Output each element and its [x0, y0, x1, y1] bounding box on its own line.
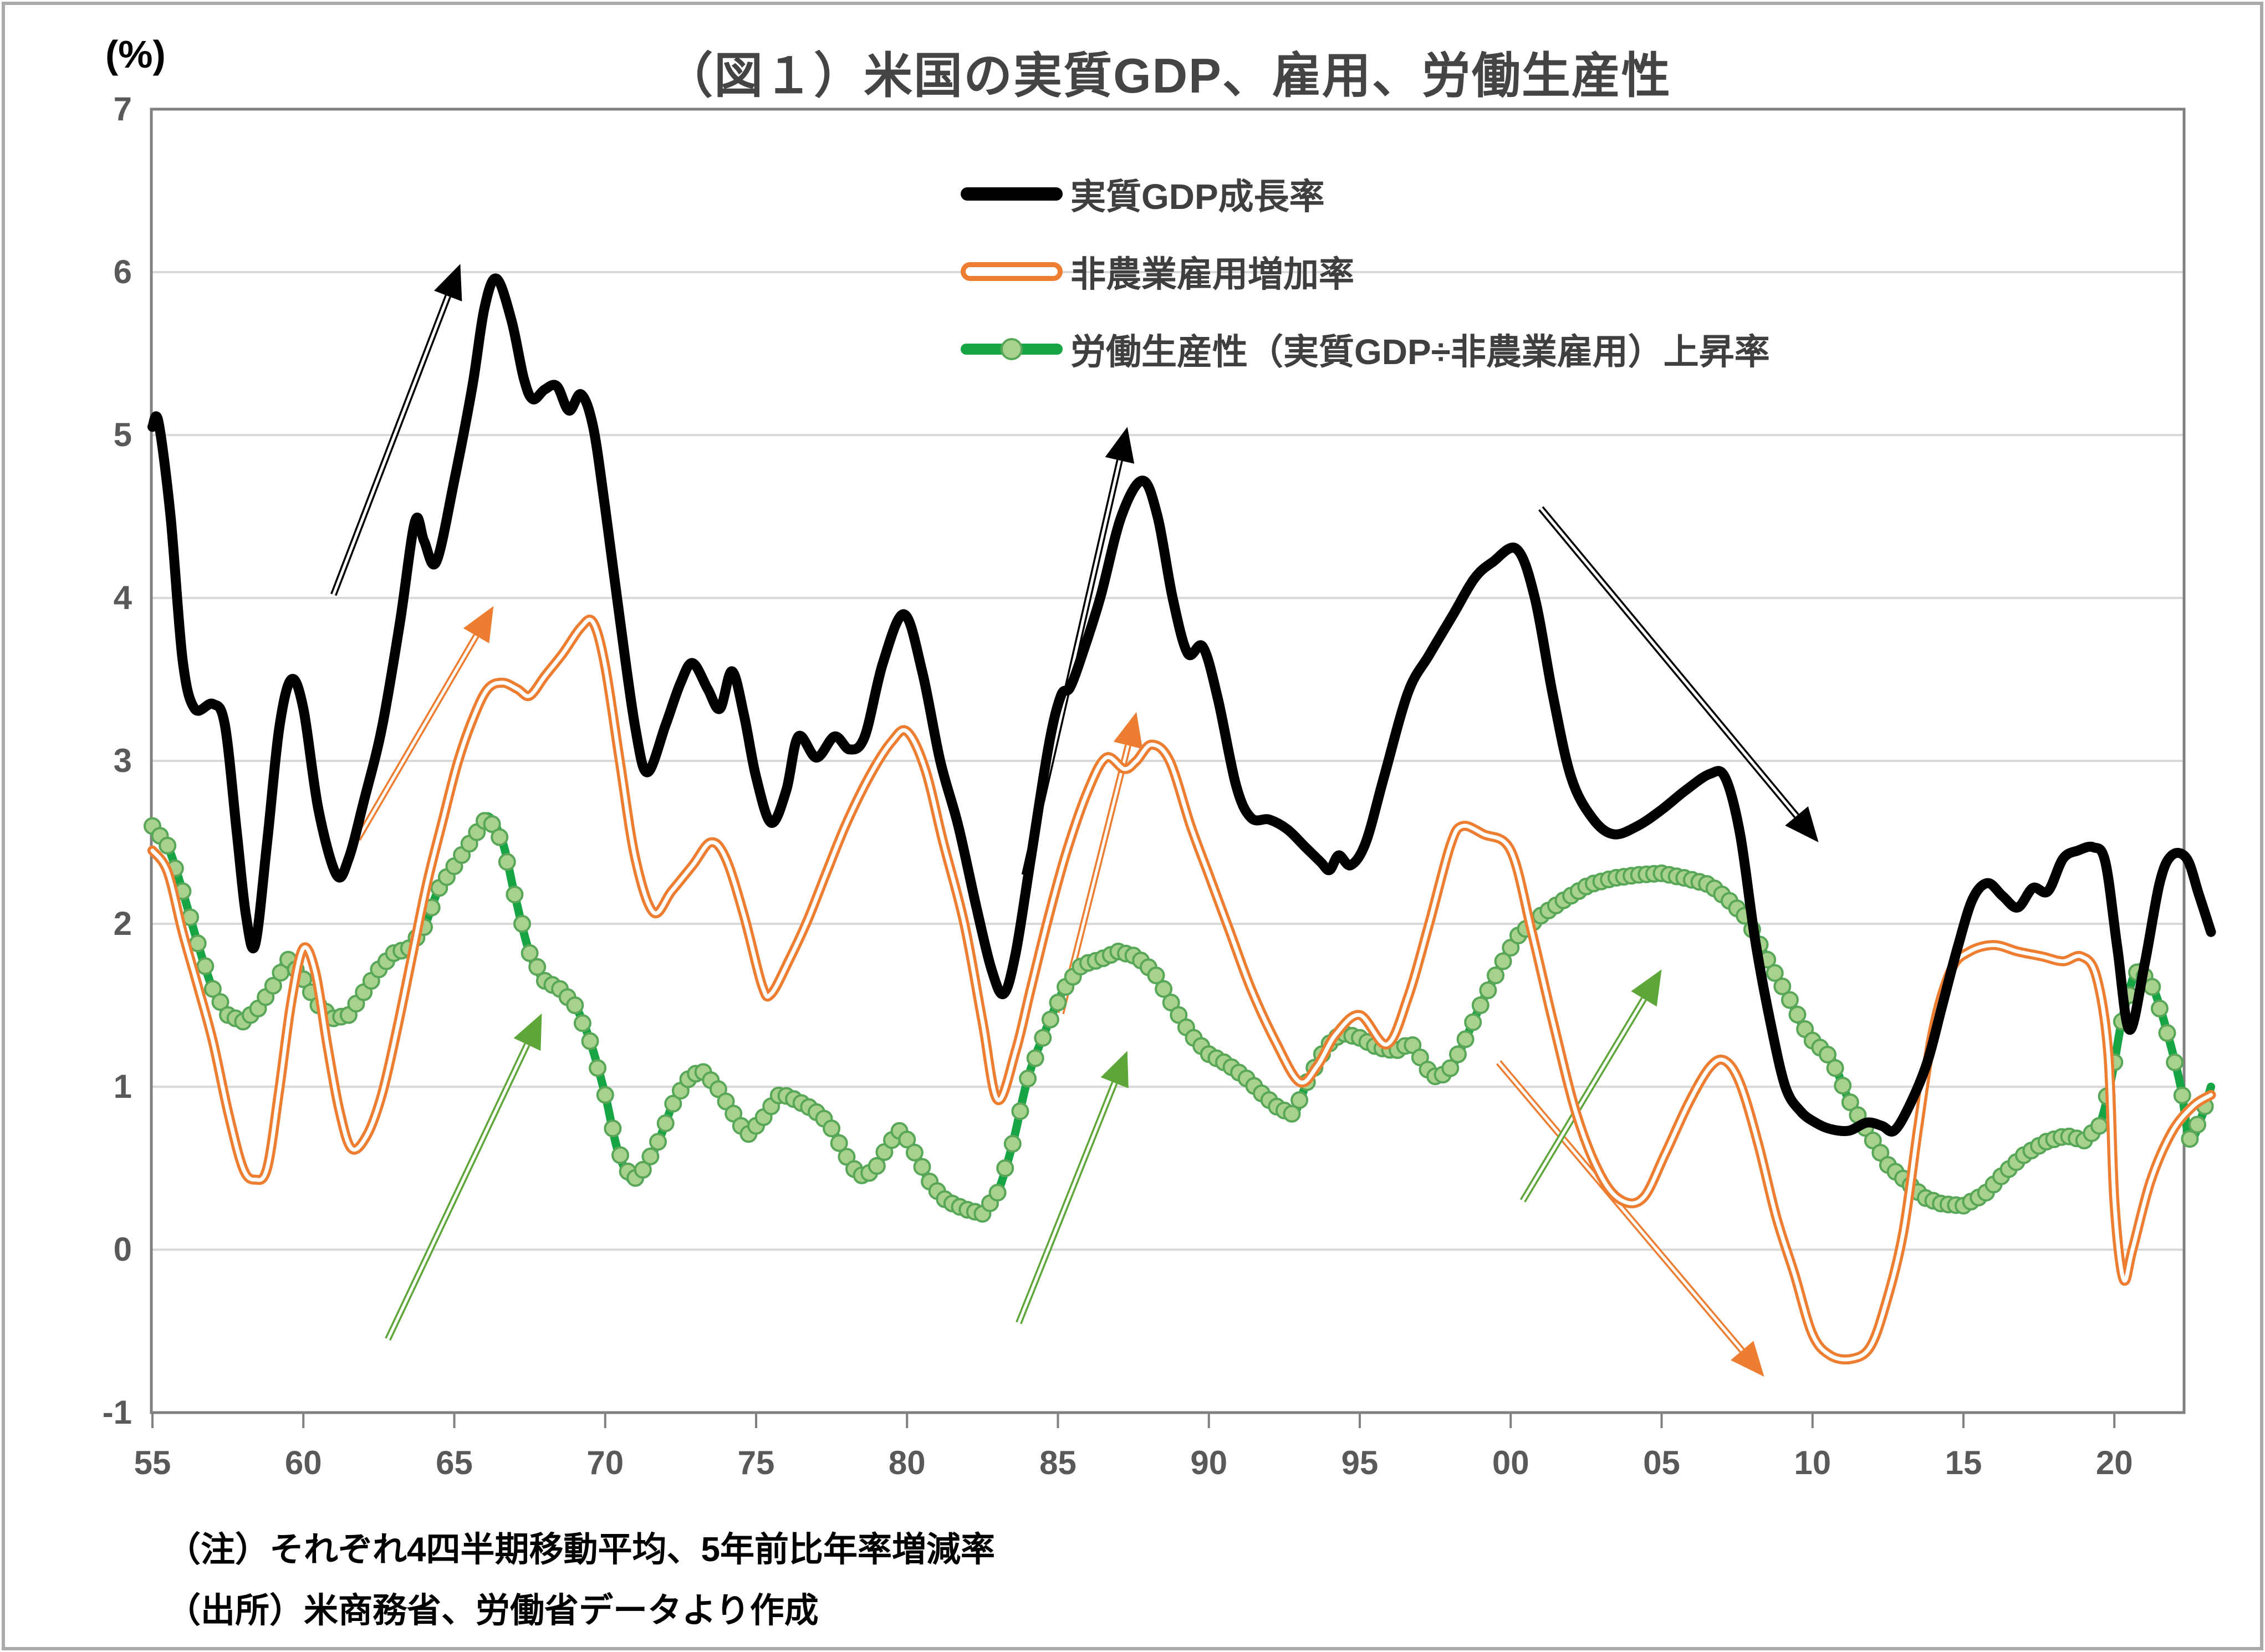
- legend-item-productivity: 労働生産性（実質GDP÷非農業雇用）上昇率: [961, 321, 1770, 377]
- svg-text:65: 65: [436, 1444, 473, 1481]
- svg-text:95: 95: [1341, 1444, 1379, 1481]
- svg-text:15: 15: [1945, 1444, 1982, 1481]
- svg-text:05: 05: [1643, 1444, 1680, 1481]
- svg-text:85: 85: [1039, 1444, 1077, 1481]
- footnotes: （注）それぞれ4四半期移動平均、5年前比年率増減率 （出所）米商務省、労働省デー…: [166, 1520, 995, 1642]
- legend-label-employment: 非農業雇用増加率: [1070, 254, 1354, 294]
- series-productivity: [144, 812, 2215, 1223]
- svg-text:0: 0: [114, 1231, 132, 1268]
- legend-item-employment: 非農業雇用増加率: [961, 244, 1770, 299]
- svg-text:20: 20: [2096, 1444, 2133, 1481]
- svg-text:2: 2: [114, 905, 132, 942]
- note-line-1: （注）それぞれ4四半期移動平均、5年前比年率増減率: [166, 1531, 995, 1569]
- svg-text:5: 5: [114, 416, 132, 453]
- x-axis-labels: 55 60 65 70 75 80 85 90 95 00 05 10 15 20: [134, 1444, 2133, 1481]
- x-tick-marks: [151, 1413, 2116, 1428]
- svg-text:1: 1: [114, 1068, 132, 1105]
- legend: 実質GDP成長率 非農業雇用増加率 労働生産性（実質GDP÷非農業雇用）上昇率: [961, 166, 1770, 399]
- note-line-2: （出所）米商務省、労働省データより作成: [166, 1592, 819, 1630]
- svg-text:-1: -1: [103, 1394, 132, 1431]
- employment-line-swatch-icon: [961, 262, 1063, 281]
- svg-text:00: 00: [1492, 1444, 1529, 1481]
- svg-text:75: 75: [738, 1444, 775, 1481]
- svg-text:3: 3: [114, 742, 132, 779]
- plot-border: [150, 108, 2186, 1414]
- chart-title: （図１）米国の実質GDP、雇用、労働生産性: [664, 48, 1671, 103]
- trend-arrows: [330, 264, 1819, 1377]
- svg-text:60: 60: [285, 1444, 322, 1481]
- svg-text:55: 55: [134, 1444, 171, 1481]
- legend-item-gdp: 実質GDP成長率: [961, 166, 1770, 222]
- legend-label-productivity: 労働生産性（実質GDP÷非農業雇用）上昇率: [1070, 332, 1770, 372]
- productivity-line-swatch-icon: [961, 338, 1063, 360]
- svg-text:4: 4: [114, 579, 132, 616]
- gdp-line-swatch-icon: [961, 187, 1063, 201]
- svg-text:10: 10: [1794, 1444, 1831, 1481]
- legend-label-gdp: 実質GDP成長率: [1070, 177, 1325, 217]
- y-axis-unit-label: (%): [105, 33, 166, 76]
- svg-text:6: 6: [114, 253, 132, 290]
- svg-text:80: 80: [889, 1444, 926, 1481]
- svg-text:90: 90: [1190, 1444, 1227, 1481]
- svg-text:7: 7: [114, 90, 132, 127]
- y-axis-labels: 7 6 5 4 3 2 1 0 -1: [103, 90, 132, 1431]
- series-employment: [147, 615, 2216, 1365]
- series-gdp: [147, 273, 2216, 1137]
- svg-text:70: 70: [586, 1444, 624, 1481]
